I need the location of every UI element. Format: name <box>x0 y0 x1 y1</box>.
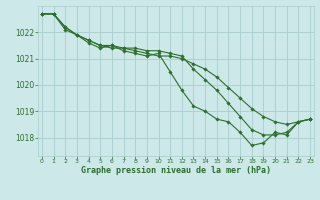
X-axis label: Graphe pression niveau de la mer (hPa): Graphe pression niveau de la mer (hPa) <box>81 166 271 175</box>
